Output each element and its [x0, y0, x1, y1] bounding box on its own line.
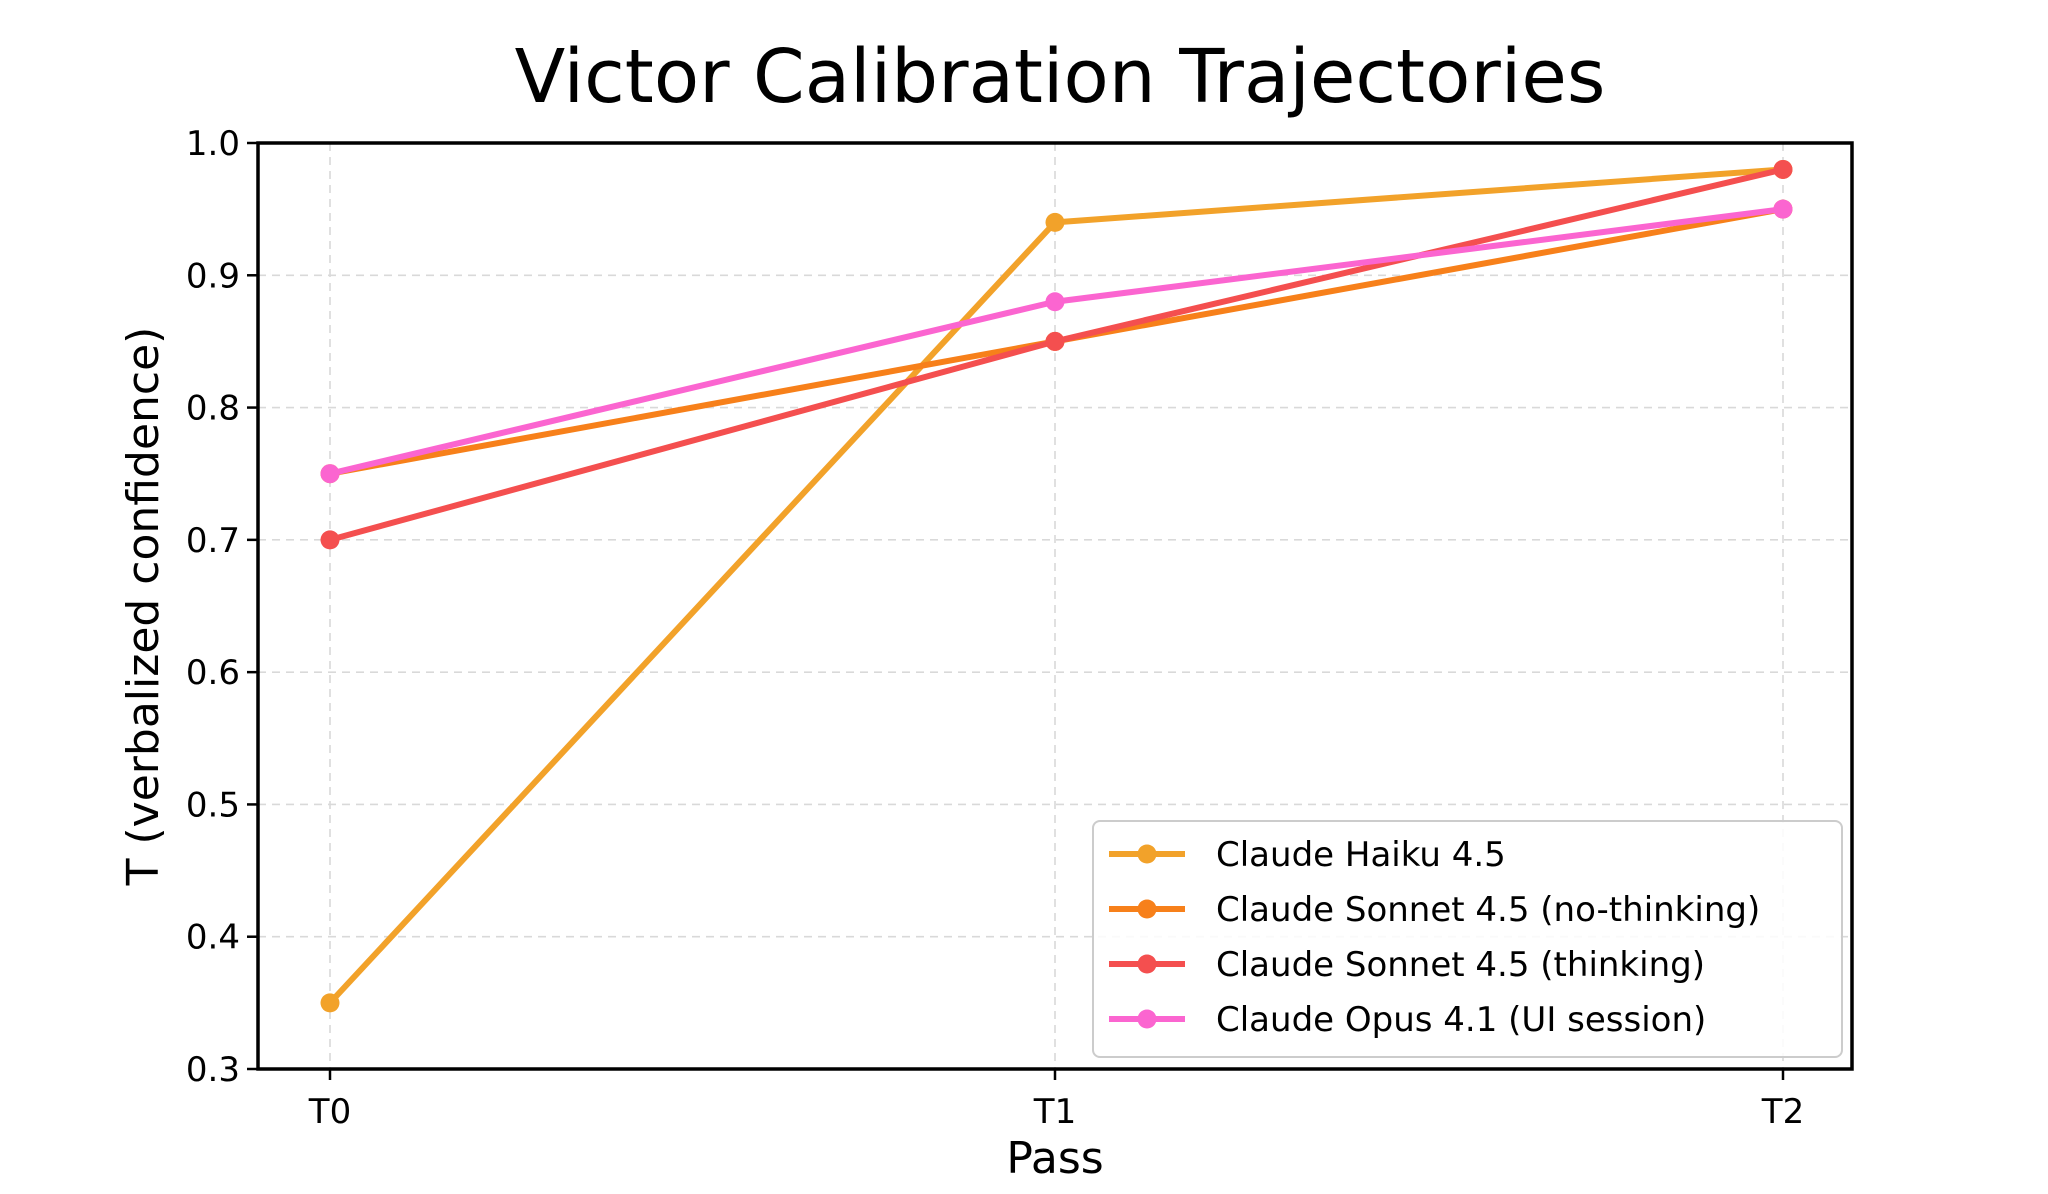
legend-item: Claude Opus 4.1 (UI session) [1109, 1000, 1706, 1040]
y-tick-label: 0.9 [186, 256, 240, 296]
legend-swatch-marker [1137, 844, 1157, 864]
data-point [1773, 159, 1793, 179]
legend-box [1092, 820, 1843, 1058]
legend-item: Claude Sonnet 4.5 (thinking) [1109, 945, 1705, 985]
series-3 [320, 199, 1793, 484]
y-tick-label: 0.3 [186, 1050, 240, 1090]
legend-label: Claude Sonnet 4.5 (thinking) [1216, 945, 1705, 985]
legend-swatch-marker [1137, 1009, 1157, 1029]
legend-label: Claude Opus 4.1 (UI session) [1216, 1000, 1706, 1040]
data-point [320, 993, 340, 1013]
legend-label: Claude Sonnet 4.5 (no-thinking) [1216, 890, 1760, 930]
chart-title: Victor Calibration Trajectories [515, 34, 1606, 120]
data-point [1045, 212, 1065, 232]
y-tick-label: 0.6 [186, 653, 240, 693]
x-tick-label: T1 [1033, 1092, 1076, 1132]
x-tick-label: T2 [1761, 1092, 1804, 1132]
legend-swatch-marker [1137, 954, 1157, 974]
data-point [320, 464, 340, 484]
y-tick-label: 0.8 [186, 389, 240, 429]
data-point [1773, 199, 1793, 219]
data-point [1045, 292, 1065, 312]
y-tick-label: 0.5 [186, 785, 240, 825]
data-point [1045, 331, 1065, 351]
y-tick-label: 0.4 [186, 918, 240, 958]
legend-item: Claude Sonnet 4.5 (no-thinking) [1109, 890, 1760, 930]
legend-label: Claude Haiku 4.5 [1216, 835, 1506, 875]
y-axis-label: T (verbalized confidence) [118, 327, 169, 887]
ticks: 0.3 0.4 0.5 0.6 0.7 0.8 0.9 1.0 T0 T1 T2 [186, 124, 1804, 1132]
y-tick-label: 0.7 [186, 521, 240, 561]
y-tick-label: 1.0 [186, 124, 240, 164]
series-layer [320, 159, 1793, 1013]
data-point [320, 530, 340, 550]
legend-item: Claude Haiku 4.5 [1109, 835, 1506, 875]
x-tick-label: T0 [308, 1092, 351, 1132]
series-2 [320, 159, 1793, 550]
legend-swatch-marker [1137, 899, 1157, 919]
legend: Claude Haiku 4.5 Claude Sonnet 4.5 (no-th… [1092, 820, 1843, 1058]
x-axis-label: Pass [1006, 1133, 1103, 1184]
